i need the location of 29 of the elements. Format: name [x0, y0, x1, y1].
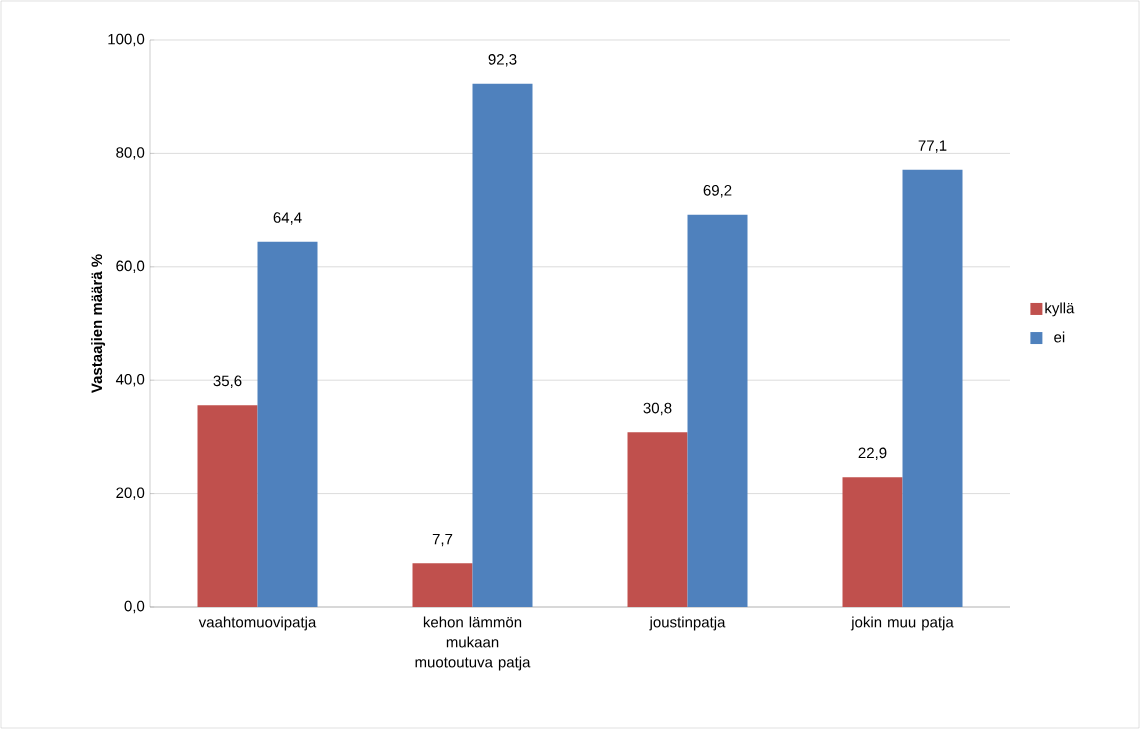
bar: [842, 477, 903, 607]
bar: [902, 169, 963, 607]
x-tick-label: vaahtomuovipatja: [198, 616, 317, 631]
bar: [412, 563, 473, 607]
y-tick-label: 60,0: [116, 260, 145, 273]
data-label: 92,3: [488, 54, 517, 67]
data-label: 69,2: [703, 185, 732, 198]
data-label: 64,4: [273, 212, 302, 225]
data-label: 35,6: [213, 375, 242, 388]
y-tick-label: 80,0: [116, 147, 145, 160]
x-tick-label: jokin muu patja: [850, 616, 954, 631]
y-tick-label: 40,0: [115, 374, 145, 387]
data-label: 22,9: [858, 447, 887, 460]
bar: [197, 405, 258, 607]
data-label: 77,1: [918, 140, 947, 153]
bar: [257, 241, 318, 607]
data-label: 7,7: [432, 533, 453, 547]
x-tick-label: kehon lämmön mukaan muotoutuva patja: [415, 616, 531, 671]
x-tick-label: joustinpatja: [649, 616, 726, 631]
y-axis-title: Vastaajien määrä %: [91, 254, 106, 394]
data-label: 30,8: [643, 402, 672, 416]
legend-label: ei: [1054, 331, 1065, 343]
bar: [687, 214, 748, 607]
bar: [472, 83, 533, 607]
y-tick-label: 20,0: [116, 487, 145, 500]
bar: [627, 432, 688, 607]
y-tick-label: 0,0: [124, 600, 145, 614]
y-tick-label: 100,0: [108, 33, 145, 47]
legend-label: kyllä: [1045, 302, 1075, 317]
